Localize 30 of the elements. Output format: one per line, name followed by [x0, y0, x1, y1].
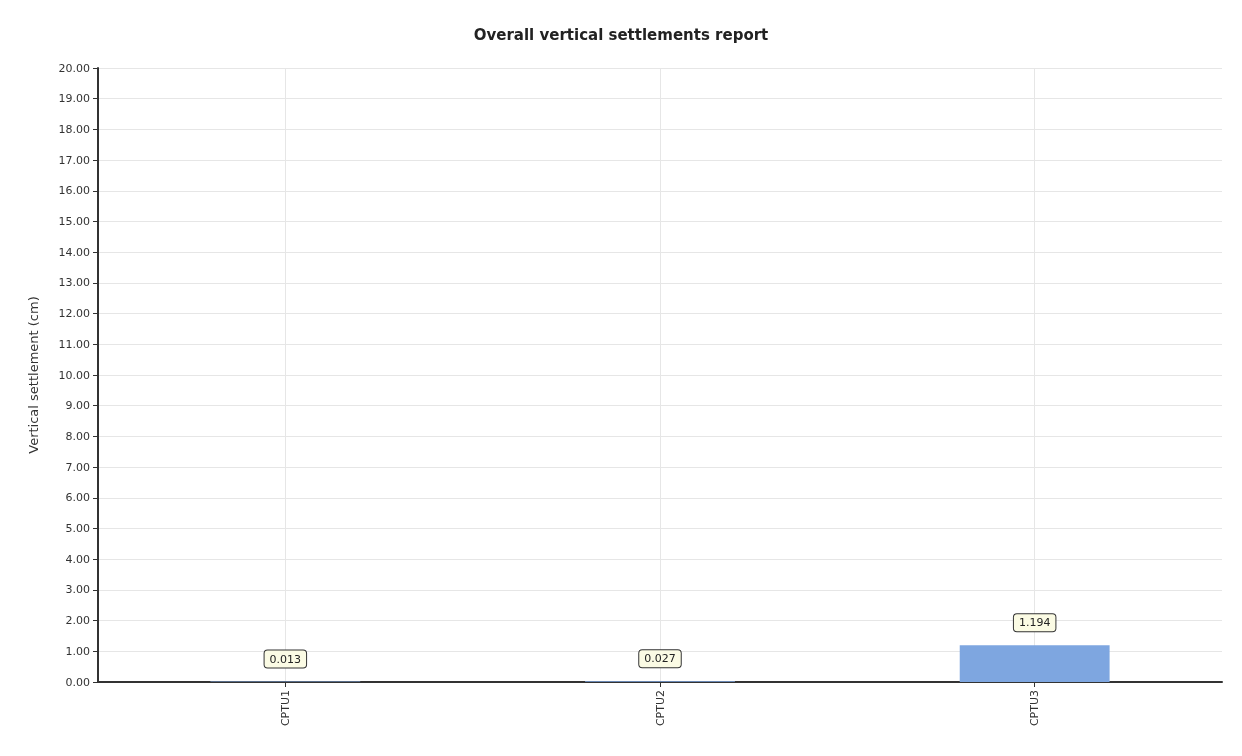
y-tick-label: 11.00	[58, 337, 90, 351]
y-tick-label: 19.00	[58, 92, 90, 106]
x-tick-label: CPTU2	[653, 690, 667, 727]
chart-title: Overall vertical settlements report	[473, 25, 769, 44]
y-tick-label: 15.00	[58, 215, 90, 228]
y-tick-label: 5.00	[65, 522, 90, 535]
y-tick-label: 7.00	[65, 460, 90, 474]
y-tick-label: 18.00	[58, 122, 90, 136]
data-label: 1.194	[1018, 616, 1051, 630]
y-tick-label: 9.00	[65, 399, 90, 413]
y-tick-label: 4.00	[65, 552, 90, 566]
y-tick-label: 13.00	[58, 276, 90, 290]
y-tick-label: 12.00	[58, 307, 90, 321]
bar	[959, 645, 1110, 682]
y-tick-label: 20.00	[58, 61, 90, 75]
y-tick-label: 0.00	[65, 675, 90, 689]
y-tick-label: 14.00	[58, 245, 90, 259]
data-label: 0.027	[644, 652, 676, 666]
y-tick-label: 17.00	[58, 153, 90, 167]
y-tick-label: 1.00	[65, 644, 90, 658]
y-tick-label: 6.00	[65, 491, 90, 505]
y-tick-label: 3.00	[65, 583, 90, 597]
x-tick-label: CPTU3	[1028, 690, 1042, 727]
y-tick-label: 16.00	[58, 184, 90, 198]
y-tick-label: 8.00	[65, 429, 90, 443]
x-tick-label: CPTU1	[278, 690, 292, 727]
y-axis-title: Vertical settlement (cm)	[26, 296, 41, 454]
y-tick-label: 2.00	[65, 614, 90, 628]
y-tick-label: 10.00	[58, 368, 90, 382]
data-label: 0.013	[269, 652, 302, 666]
